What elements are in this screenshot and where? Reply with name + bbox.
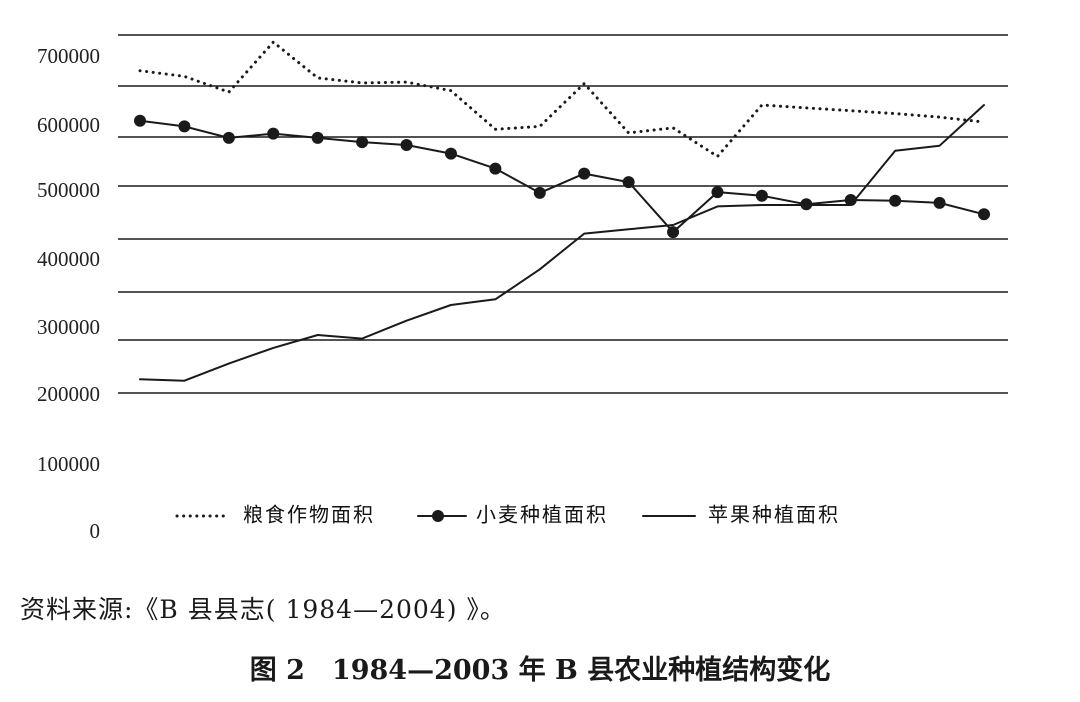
legend-label-1: 小麦种植面积 — [476, 503, 608, 527]
data-point-marker — [933, 196, 946, 209]
gridlines — [118, 34, 1008, 394]
y-axis-tick-labels: 700000 600000 500000 400000 300000 200000 1000… — [37, 44, 100, 543]
series-layer — [134, 40, 990, 382]
y-tick-label: 0 — [90, 519, 101, 543]
series-line-0 — [138, 40, 986, 158]
data-point-marker — [134, 114, 146, 127]
legend-label-0: 粮食作物面积 — [243, 503, 375, 527]
series-line-2 — [139, 104, 985, 382]
data-point-marker — [444, 147, 457, 160]
data-point-marker — [578, 167, 591, 180]
data-point-marker — [844, 194, 857, 206]
source-note: 资料来源:《B 县县志( 1984—2004) 》。 — [20, 595, 506, 624]
data-point-marker — [667, 226, 680, 239]
data-point-marker — [711, 186, 724, 199]
data-point-marker — [400, 139, 413, 151]
data-point-marker — [178, 120, 191, 133]
series-line-1 — [139, 119, 985, 234]
figure-caption: 图 2 1984—2003 年 B 县农业种植结构变化 — [249, 655, 831, 686]
data-point-marker — [889, 194, 902, 207]
y-tick-label: 700000 — [37, 44, 100, 68]
y-tick-label: 100000 — [37, 452, 100, 476]
legend-label-2: 苹果种植面积 — [708, 503, 840, 527]
y-tick-label: 500000 — [37, 178, 100, 202]
data-point-marker — [755, 189, 768, 202]
line-chart: 700000 600000 500000 400000 300000 200000 1000… — [37, 34, 1008, 543]
y-tick-label: 400000 — [37, 247, 100, 271]
y-tick-label: 600000 — [37, 113, 100, 137]
data-point-marker — [267, 127, 280, 140]
data-point-marker — [311, 131, 324, 144]
data-point-marker — [356, 136, 369, 149]
data-point-marker — [533, 186, 546, 199]
y-tick-label: 300000 — [37, 315, 100, 339]
legend-marker — [432, 510, 444, 522]
data-point-marker — [222, 131, 235, 144]
legend: 粮食作物面积 小麦种植面积 苹果种植面积 — [175, 503, 840, 527]
data-point-marker — [622, 176, 635, 189]
data-point-marker — [489, 162, 502, 175]
y-tick-label: 200000 — [37, 382, 100, 406]
data-point-marker — [978, 208, 990, 221]
